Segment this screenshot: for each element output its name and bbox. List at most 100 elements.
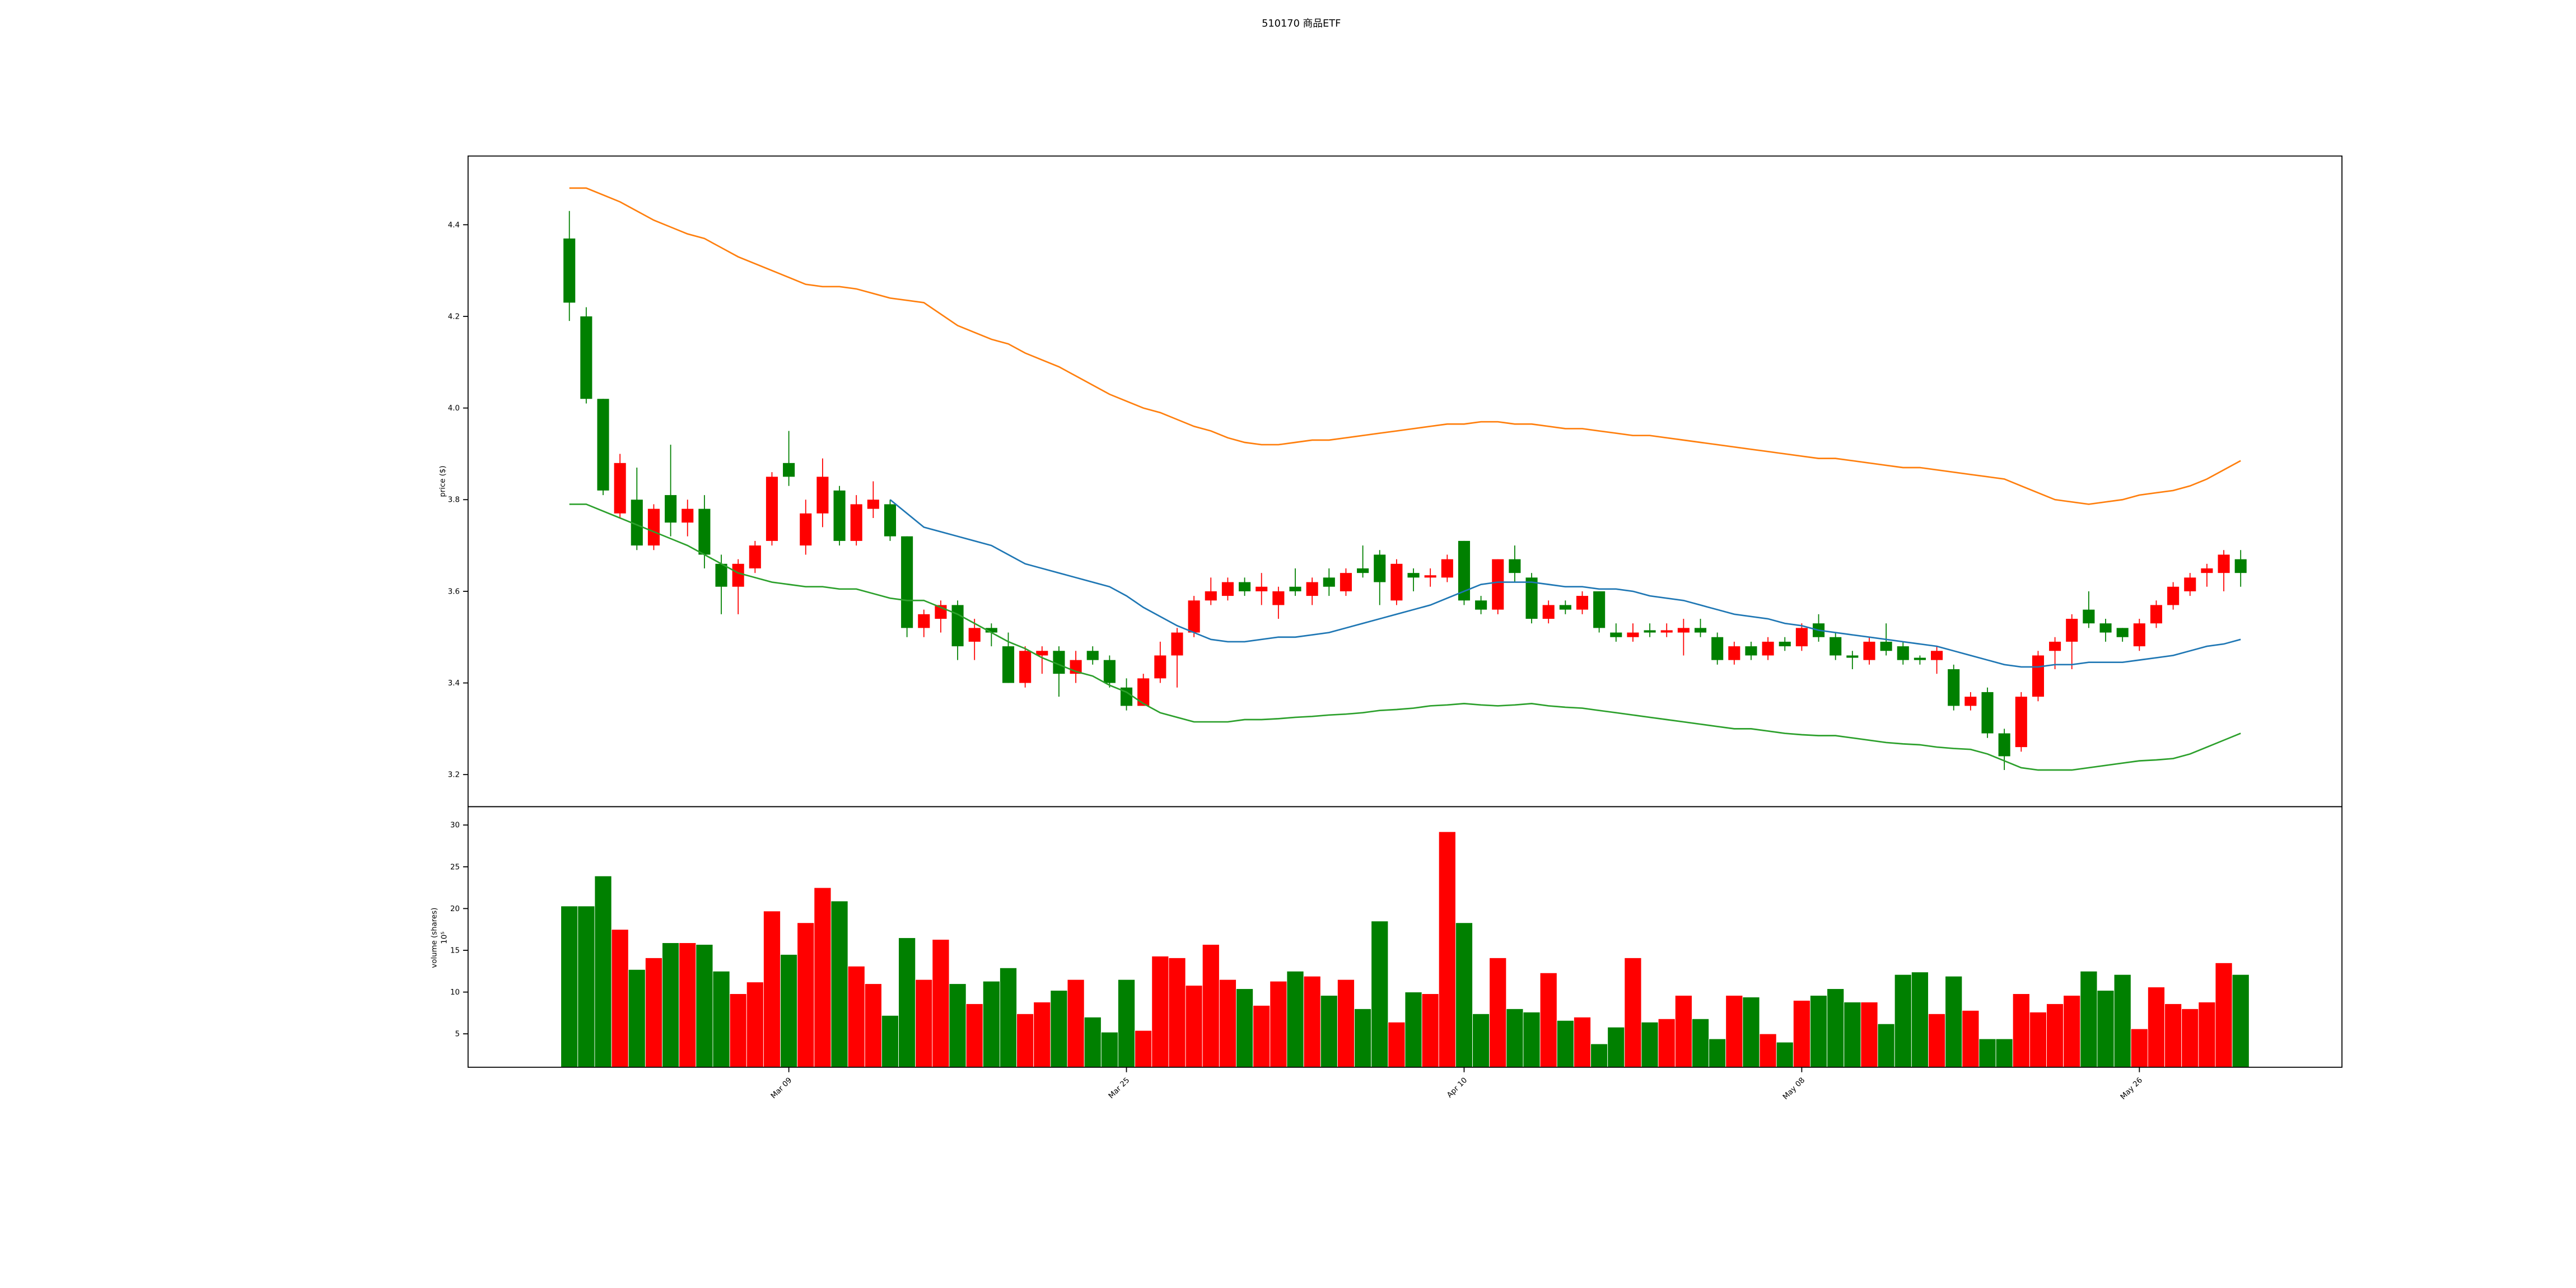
volume-bar [1827, 988, 1845, 1068]
x-tick-label: Apr 10 [1445, 1076, 1469, 1100]
volume-bar [1320, 995, 1338, 1068]
volume-bar [1118, 979, 1136, 1068]
candle-body [867, 500, 879, 509]
candle-body [682, 508, 694, 523]
volume-bar [1438, 831, 1456, 1068]
volume-bar [662, 942, 680, 1068]
candle-body [1407, 573, 1420, 578]
candle-body [2099, 623, 2112, 633]
candle-body [968, 628, 981, 642]
volume-bar [1523, 1011, 1541, 1068]
volume-bar [780, 954, 798, 1068]
candle-body [2015, 697, 2027, 748]
volume-bar [1371, 921, 1389, 1068]
volume-bar [1489, 957, 1507, 1068]
volume-bar [1776, 1042, 1794, 1068]
volume-bar [2012, 993, 2030, 1068]
volume-bar [1202, 944, 1220, 1068]
volume-bar [611, 929, 629, 1068]
volume-bar [1759, 1033, 1777, 1068]
volume-bar [1067, 979, 1085, 1068]
volume-bar [712, 970, 730, 1068]
volume-bar [1674, 995, 1692, 1068]
volume-bar [1100, 1032, 1118, 1068]
volume-bar [2029, 1011, 2047, 1068]
candle-body [749, 545, 761, 568]
volume-y-tick-label: 5 [455, 1030, 460, 1039]
volume-bar [1624, 957, 1642, 1068]
volume-bar [1709, 1038, 1726, 1068]
candle-body [1964, 697, 1977, 706]
volume-bar [1286, 970, 1304, 1068]
y-axis-label: price ($) [438, 465, 447, 497]
volume-bar [2097, 990, 2115, 1068]
volume-bar [2080, 970, 2098, 1068]
volume-bar [1945, 976, 1963, 1068]
volume-bar [1270, 981, 1287, 1068]
y-tick-label: 3.4 [448, 679, 460, 688]
candle-body [1019, 651, 1032, 683]
volume-bar [746, 982, 764, 1068]
candle-body [563, 238, 576, 303]
candle-body [985, 628, 997, 633]
volume-bar [1978, 1038, 1996, 1068]
volume-bar [1894, 974, 1912, 1068]
candle-body [1846, 655, 1859, 658]
candle-body [1610, 632, 1622, 637]
candle-body [665, 495, 677, 523]
volume-bar [932, 939, 950, 1068]
y-tick-label: 3.8 [448, 496, 460, 505]
volume-bar [2113, 974, 2131, 1068]
candle-body [1948, 669, 1960, 706]
volume-bar [814, 887, 832, 1068]
band-line [889, 499, 2241, 668]
candle-body [1745, 646, 1757, 656]
candle-body [1374, 554, 1386, 582]
volume-y-tick-label: 15 [450, 946, 460, 955]
candle-body [2032, 655, 2045, 697]
candle-body [1931, 651, 1943, 660]
volume-bar [1607, 1026, 1625, 1068]
volume-bar [2164, 1004, 2182, 1068]
volume-bar [847, 965, 865, 1068]
volume-offset: 10⁵ [440, 931, 449, 944]
volume-bar [1388, 1021, 1406, 1068]
candle-body [1981, 692, 1994, 734]
volume-bar [645, 957, 662, 1068]
candle-body [1239, 582, 1251, 591]
candle-body [1576, 596, 1589, 610]
x-tick-label: May 08 [1781, 1076, 1807, 1102]
volume-bar [2063, 995, 2081, 1068]
candle-body [2184, 577, 2196, 591]
candle-body [850, 504, 862, 541]
y-tick-label: 3.2 [448, 771, 460, 780]
candle-body [1660, 630, 1673, 633]
candle-body [1390, 563, 1403, 601]
volume-y-tick-label: 30 [450, 822, 460, 830]
candle-body [1728, 646, 1740, 660]
volume-bar [2232, 974, 2250, 1068]
volume-bar [594, 875, 612, 1068]
volume-bar [1810, 995, 1828, 1068]
volume-bar [763, 911, 781, 1068]
candle-body [951, 605, 964, 647]
volume-bar [577, 906, 595, 1068]
candle-body [1897, 646, 1909, 660]
candle-body [580, 316, 592, 399]
candle-body [1357, 568, 1369, 573]
volume-bar [729, 993, 747, 1068]
x-tick-label: Mar 25 [1107, 1076, 1131, 1100]
candle-body [1762, 641, 1774, 656]
candle-body [2066, 618, 2078, 642]
volume-bar [1472, 1013, 1490, 1068]
candle-body [698, 508, 711, 555]
y-tick-label: 4.0 [448, 404, 460, 413]
volume-bar [1962, 1010, 1980, 1068]
volume-bar [1236, 988, 1254, 1068]
candle-body [1120, 687, 1133, 706]
candle-body [1323, 577, 1335, 587]
volume-bar [1928, 1013, 1946, 1068]
candle-body [1644, 630, 1656, 633]
volume-bar [2147, 987, 2165, 1068]
